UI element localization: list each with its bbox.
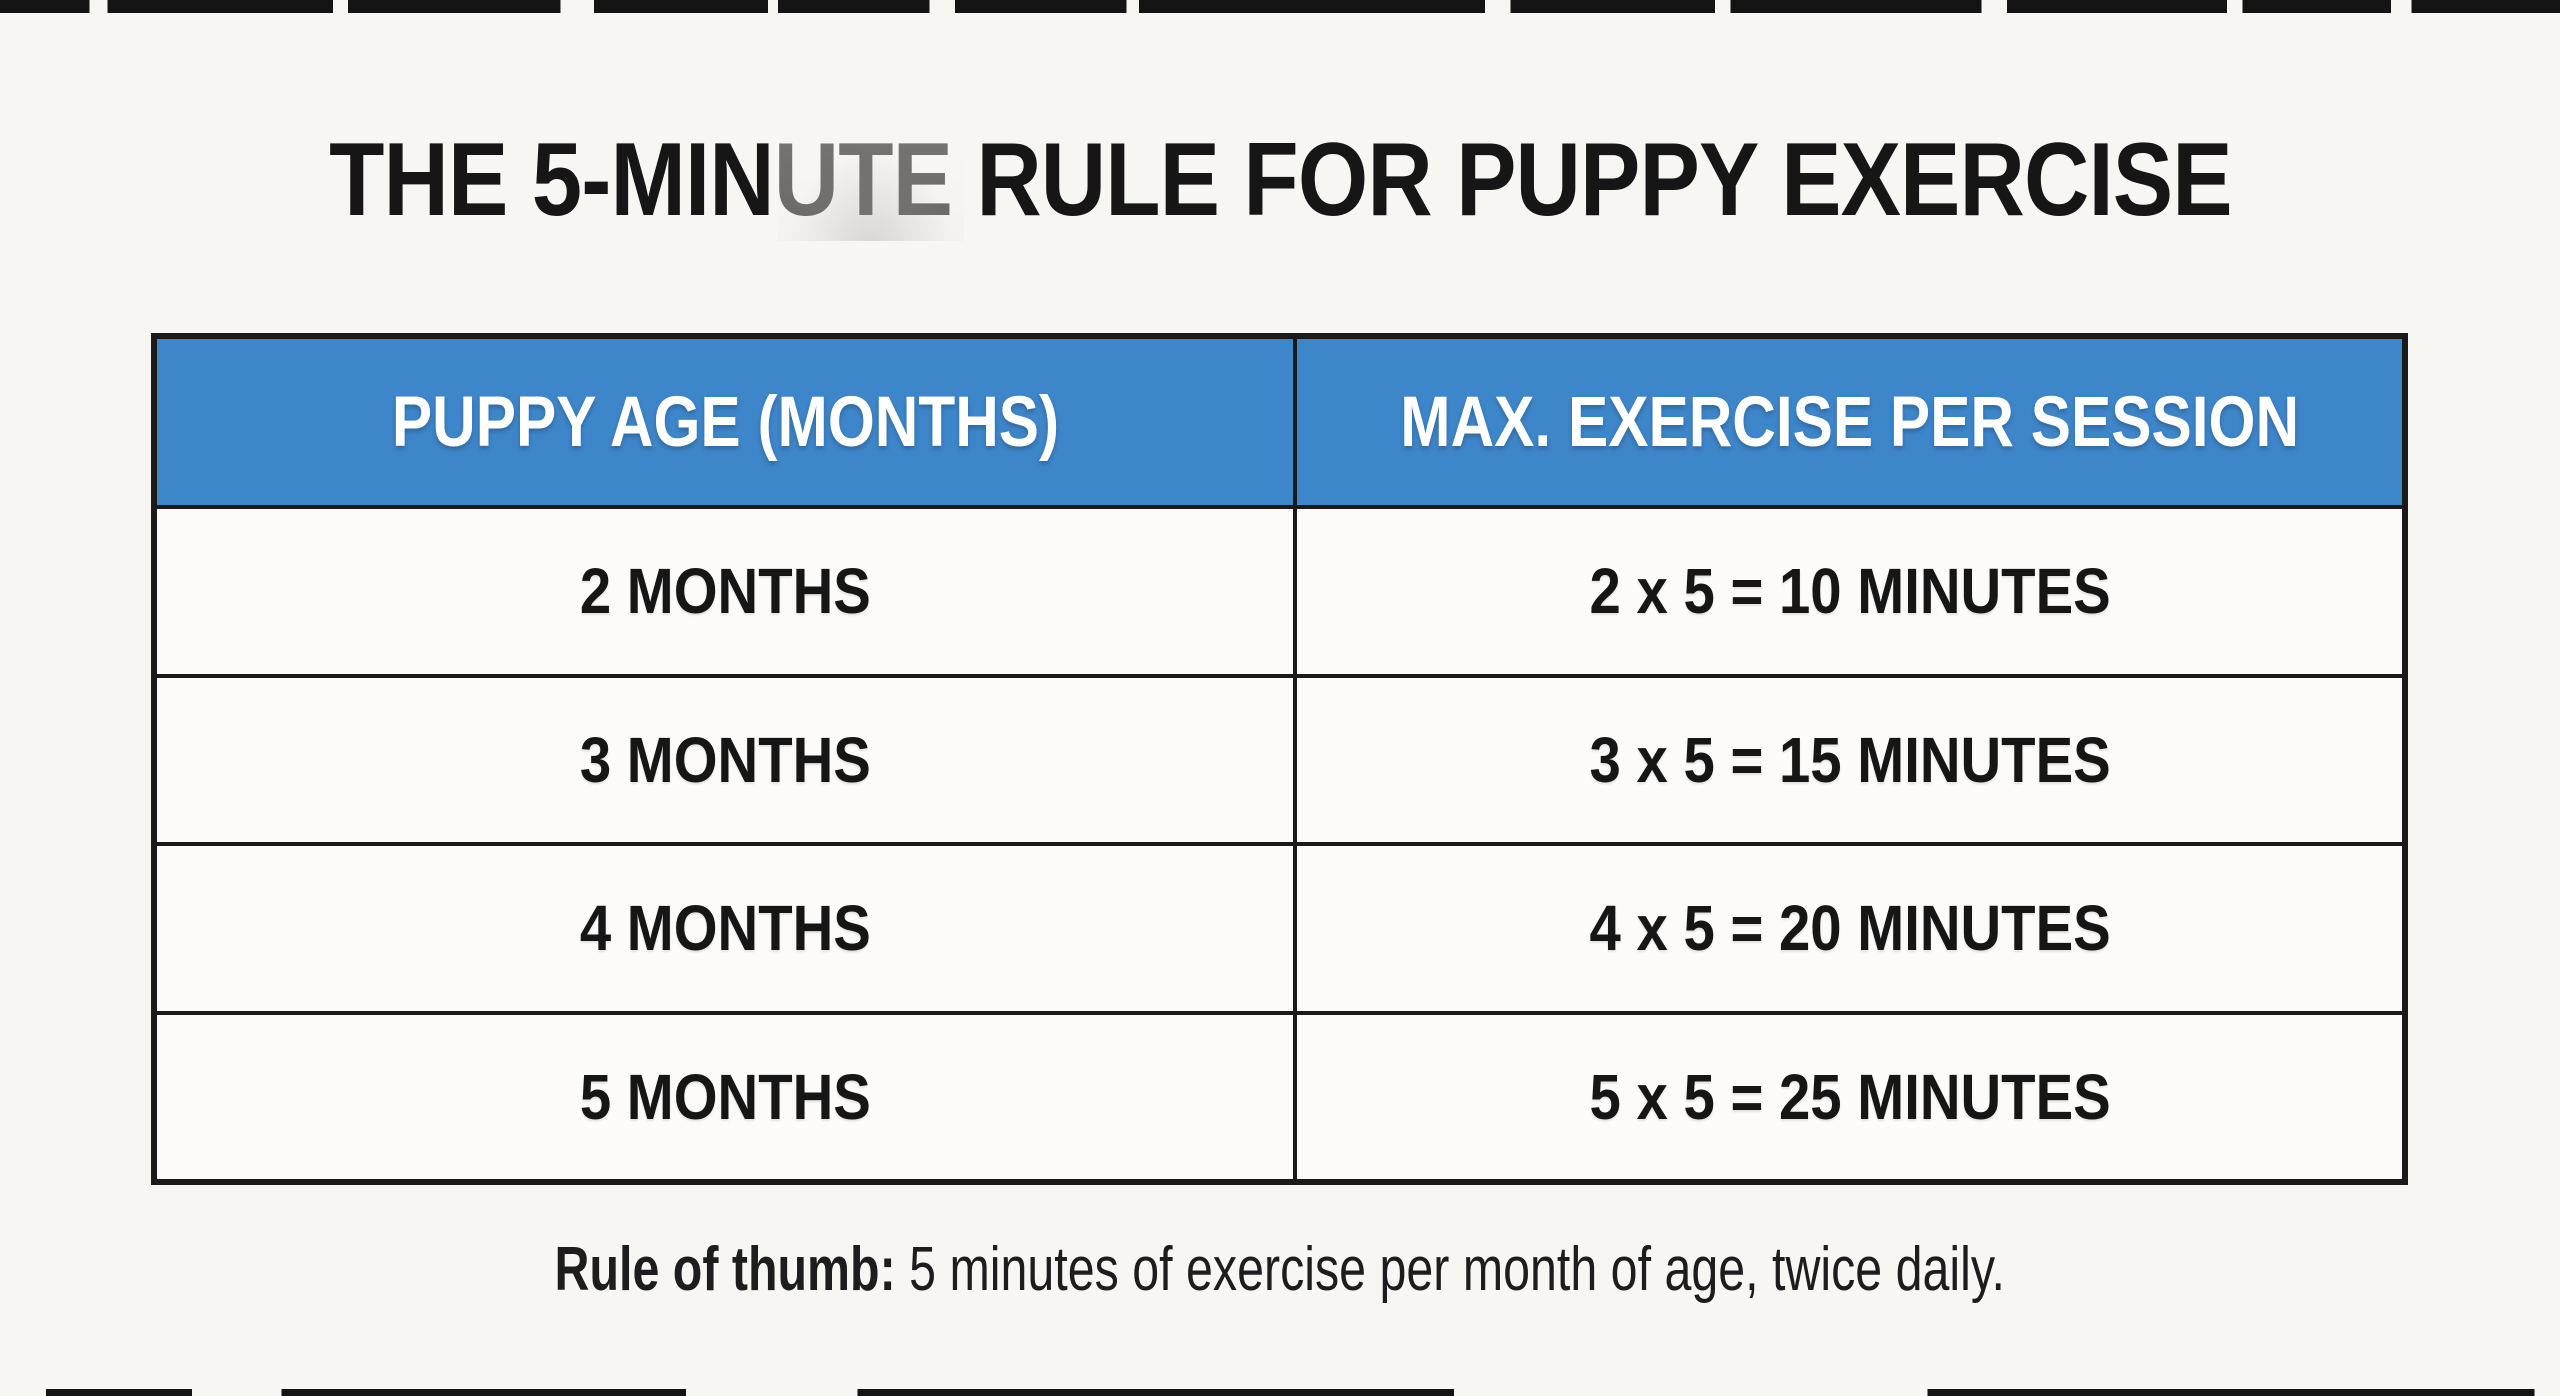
table-cell-age-row1: 2 MONTHS <box>157 505 1294 674</box>
table-cell-age-row1-text: 2 MONTHS <box>579 555 871 628</box>
table-cell-exercise-row3-text: 4 x 5 = 20 MINUTES <box>1589 892 2111 965</box>
table-header-max-exercise: MAX. EXERCISE PER SESSION <box>1293 339 2402 505</box>
rule-of-thumb-note-line: Rule of thumb: 5 minutes of exercise per… <box>555 1234 2005 1305</box>
rule-of-thumb-label: Rule of thumb: <box>554 1235 896 1304</box>
table-cell-exercise-row3: 4 x 5 = 20 MINUTES <box>1293 842 2402 1011</box>
rule-of-thumb-note: Rule of thumb: 5 minutes of exercise per… <box>0 1234 2560 1305</box>
table-cell-age-row2: 3 MONTHS <box>157 673 1294 843</box>
letterbox-bottom-bar <box>0 1389 2560 1396</box>
page-title: THE 5-MINUTE RULE FOR PUPPY EXERCISE <box>0 118 2560 243</box>
table-cell-age-row4: 5 MONTHS <box>157 1010 1294 1180</box>
table-cell-exercise-row4: 5 x 5 = 25 MINUTES <box>1293 1010 2402 1179</box>
table-cell-exercise-row1: 2 x 5 = 10 MINUTES <box>1293 505 2402 674</box>
table-cell-exercise-row4-text: 5 x 5 = 25 MINUTES <box>1589 1060 2111 1133</box>
rule-of-thumb-text: 5 minutes of exercise per month of age, … <box>895 1235 2006 1304</box>
table-cell-exercise-row2: 3 x 5 = 15 MINUTES <box>1293 673 2402 842</box>
letterbox-top-bar <box>0 0 2560 13</box>
table-header-puppy-age-label: PUPPY AGE (MONTHS) <box>391 382 1059 462</box>
table-cell-exercise-row1-text: 2 x 5 = 10 MINUTES <box>1589 555 2111 628</box>
table-cell-exercise-row2-text: 3 x 5 = 15 MINUTES <box>1589 723 2111 796</box>
table-header-max-exercise-label: MAX. EXERCISE PER SESSION <box>1400 382 2300 462</box>
table-cell-age-row2-text: 3 MONTHS <box>579 723 871 796</box>
table-cell-age-row3-text: 4 MONTHS <box>579 892 871 965</box>
puppy-exercise-table: PUPPY AGE (MONTHS) MAX. EXERCISE PER SES… <box>151 333 2408 1185</box>
table-cell-age-row4-text: 5 MONTHS <box>579 1060 871 1133</box>
table-cell-age-row3: 4 MONTHS <box>157 842 1294 1011</box>
page-title-text: THE 5-MINUTE RULE FOR PUPPY EXERCISE <box>328 122 2232 238</box>
table-header-puppy-age: PUPPY AGE (MONTHS) <box>157 339 1294 505</box>
